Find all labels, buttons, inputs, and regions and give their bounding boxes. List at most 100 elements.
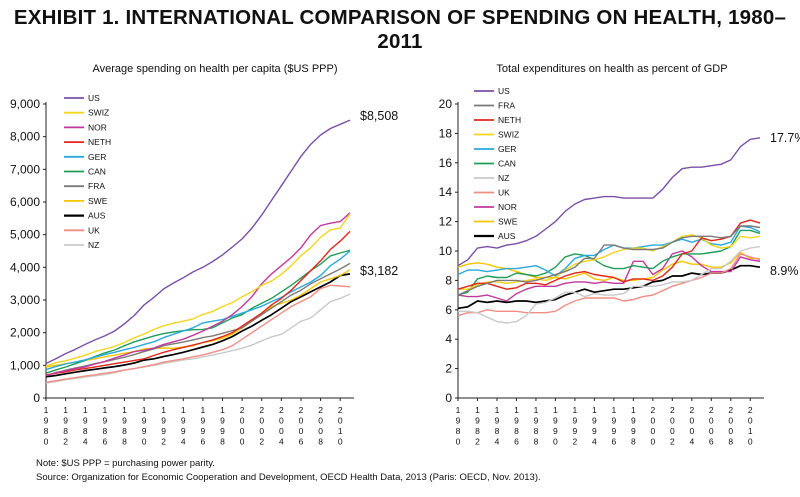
- y-tick-label: 7,000: [10, 162, 40, 176]
- y-tick-label: 20: [439, 97, 453, 111]
- y-tick-label: 10: [439, 244, 453, 258]
- end-label-uk: $3,182: [360, 264, 398, 278]
- series-line-us: [45, 119, 351, 365]
- end-label-us: 17.7%: [770, 131, 800, 145]
- legend: US SWIZ NOR NETH GER CAN FRA SWE AUS UK NZ: [64, 93, 111, 250]
- source-text: Source: Organization for Economic Cooper…: [36, 472, 541, 483]
- series-line-neth: [45, 230, 351, 376]
- end-label-us: $8,508: [360, 109, 398, 123]
- y-tick-label: 0: [33, 391, 40, 405]
- series-line-uk: [45, 284, 351, 383]
- y-tick-label: 6,000: [10, 195, 40, 209]
- legend-label-swe: SWE: [88, 196, 108, 206]
- legend-label-swiz: SWIZ: [498, 130, 519, 140]
- series-line-swiz: [45, 213, 351, 367]
- y-tick-label: 14: [439, 185, 453, 199]
- legend-label-aus: AUS: [498, 231, 516, 241]
- page-title: EXHIBIT 1. INTERNATIONAL COMPARISON OF S…: [13, 6, 787, 53]
- legend-label-us: US: [88, 93, 100, 103]
- legend-label-fra: FRA: [498, 101, 515, 111]
- legend-label-nz: NZ: [498, 173, 509, 183]
- y-tick-label: 0: [445, 391, 452, 405]
- y-tick-label: 8: [445, 273, 452, 287]
- legend-label-us: US: [498, 86, 510, 96]
- y-tick-label: 8,000: [10, 130, 40, 144]
- legend-label-can: CAN: [498, 159, 516, 169]
- series-line-uk: [457, 253, 761, 317]
- legend-label-fra: FRA: [88, 181, 105, 191]
- series-line-swiz: [458, 234, 761, 290]
- y-tick-label: 1,000: [10, 358, 40, 372]
- chart-1: Average spending on health per capita ($…: [10, 63, 398, 447]
- legend-label-nor: NOR: [498, 202, 517, 212]
- legend-label-ger: GER: [498, 144, 516, 154]
- series-line-can: [457, 229, 761, 296]
- series-line-neth: [457, 219, 761, 290]
- y-tick-label: 3,000: [10, 293, 40, 307]
- legend-label-uk: UK: [498, 188, 510, 198]
- y-tick-label: 5,000: [10, 228, 40, 242]
- series-line-aus: [45, 273, 351, 378]
- y-tick-label: 6: [445, 303, 452, 317]
- y-tick-label: 12: [439, 215, 453, 229]
- series-line-us: [457, 137, 761, 267]
- legend-label-swe: SWE: [498, 217, 518, 227]
- series-group: [45, 119, 351, 384]
- legend-label-aus: AUS: [88, 211, 106, 221]
- series-line-nor: [45, 212, 351, 377]
- legend-label-swiz: SWIZ: [88, 108, 109, 118]
- y-tick-label: 16: [439, 156, 453, 170]
- note-text: Note: $US PPP = purchasing power parity.: [36, 458, 215, 469]
- y-tick-label: 18: [439, 126, 453, 140]
- series-line-ger: [457, 225, 761, 277]
- chart-title: Total expenditures on health as percent …: [496, 63, 727, 75]
- legend-label-ger: GER: [88, 152, 106, 162]
- end-label-aus: 8.9%: [770, 264, 799, 278]
- series-line-ger: [45, 250, 351, 371]
- series-line-nz: [458, 245, 761, 324]
- series-line-fra: [457, 225, 761, 296]
- legend-label-nor: NOR: [88, 122, 107, 132]
- series-line-nz: [45, 293, 351, 384]
- chart-title: Average spending on health per capita ($…: [92, 63, 337, 75]
- legend-label-can: CAN: [88, 167, 106, 177]
- chart-2: Total expenditures on health as percent …: [439, 63, 800, 447]
- series-group: [457, 137, 761, 324]
- legend-label-nz: NZ: [88, 240, 99, 250]
- y-tick-label: 2,000: [10, 326, 40, 340]
- series-line-can: [45, 249, 351, 374]
- y-tick-label: 4,000: [10, 260, 40, 274]
- legend-label-uk: UK: [88, 225, 100, 235]
- series-line-nor: [457, 250, 761, 302]
- legend: US FRA NETH SWIZ GER CAN NZ UK NOR SWE AUS: [474, 86, 521, 241]
